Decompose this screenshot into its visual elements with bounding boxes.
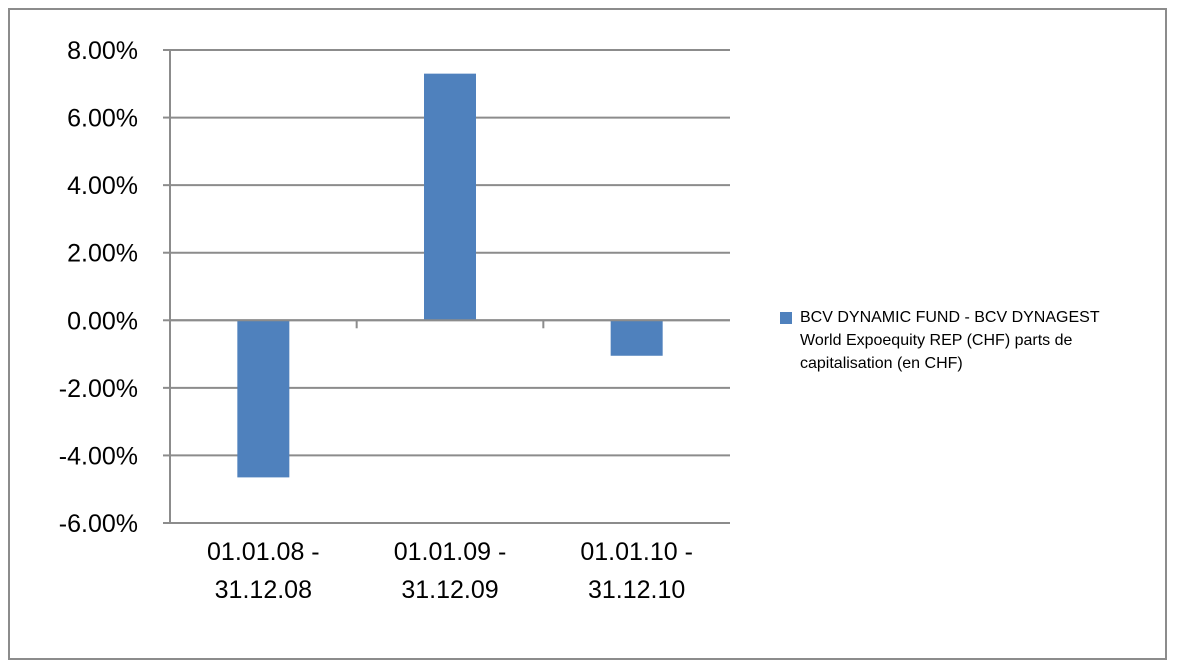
x-tick-label: 31.12.08 [215, 576, 312, 604]
x-tick-label: 31.12.10 [588, 576, 685, 604]
y-tick-label: 8.00% [67, 37, 138, 65]
y-tick-label: 4.00% [67, 172, 138, 200]
bar [424, 73, 476, 321]
y-tick-label: -2.00% [59, 375, 138, 403]
legend-line-3: capitalisation (en CHF) [800, 355, 963, 372]
y-tick-label: 2.00% [67, 240, 138, 268]
x-tick-label: 31.12.09 [401, 576, 498, 604]
legend: BCV DYNAMIC FUND - BCV DYNAGEST World Ex… [780, 306, 1165, 375]
legend-swatch-icon [780, 312, 792, 324]
legend-entry-label: BCV DYNAMIC FUND - BCV DYNAGEST World Ex… [800, 306, 1100, 375]
y-tick-label: 6.00% [67, 105, 138, 133]
y-tick-label: -4.00% [59, 442, 138, 470]
y-tick-label: 0.00% [67, 307, 138, 335]
bar [237, 320, 290, 478]
x-tick-label: 01.01.08 - [207, 538, 320, 566]
x-tick-label: 01.01.09 - [394, 538, 507, 566]
x-tick-label: 01.01.10 - [580, 538, 693, 566]
legend-line-2: World Expoequity REP (CHF) parts de [800, 332, 1073, 349]
legend-line-1: BCV DYNAMIC FUND - BCV DYNAGEST [800, 309, 1100, 326]
y-tick-label: -6.00% [59, 510, 138, 538]
bar [610, 320, 663, 356]
